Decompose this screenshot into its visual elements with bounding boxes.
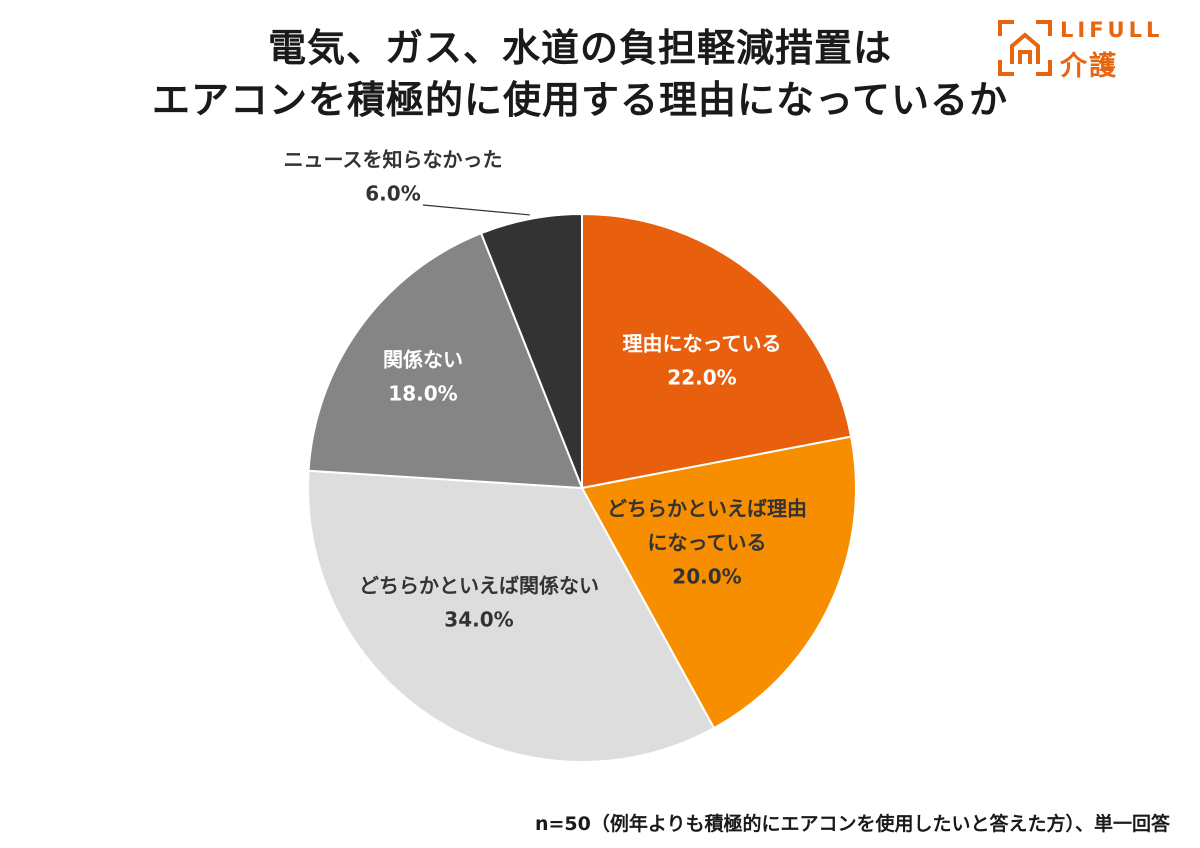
lifull-kaigo-logo: LIFULL 介護 [996,18,1159,82]
slice-category-label-3: どちらかといえば関係ない [359,574,599,598]
chart-title: 電気、ガス、水道の負担軽減措置は エアコンを積極的に使用する理由になっているか [0,22,1160,126]
slice-value-label-4: 18.0% [388,382,457,406]
leader-line [422,204,530,216]
logo-brand: LIFULL [1060,18,1164,42]
pie-slice-1 [581,212,853,490]
chart-title-line-1: 電気、ガス、水道の負担軽減措置は [267,26,892,70]
house-bracket-icon [998,20,1052,76]
pie-slice-2 [580,435,857,730]
logo-service: 介護 [1060,51,1118,82]
slice-value-label-1: 22.0% [667,366,736,390]
slice-category-label-2: になっている [648,531,767,555]
slice-category-label-4: 関係ない [383,348,463,372]
slice-category-label-1: 理由になっている [623,332,782,356]
slice-value-label-5: 6.0% [365,182,420,206]
pie-slice-3 [307,469,716,763]
slice-value-label-2: 20.0% [672,565,741,589]
chart-title-line-2: エアコンを積極的に使用する理由になっているか [151,78,1009,122]
pie-slices [307,212,857,763]
pie-slice-5 [479,212,583,489]
sample-note: n=50（例年よりも積極的にエアコンを使用したいと答えた方）、単一回答 [534,813,1170,835]
slice-value-label-3: 34.0% [444,608,513,632]
pie-slice-4 [307,231,584,490]
slice-category-label-2: どちらかといえば理由 [607,497,807,521]
slice-category-label-5: ニュースを知らなかった [284,148,503,172]
